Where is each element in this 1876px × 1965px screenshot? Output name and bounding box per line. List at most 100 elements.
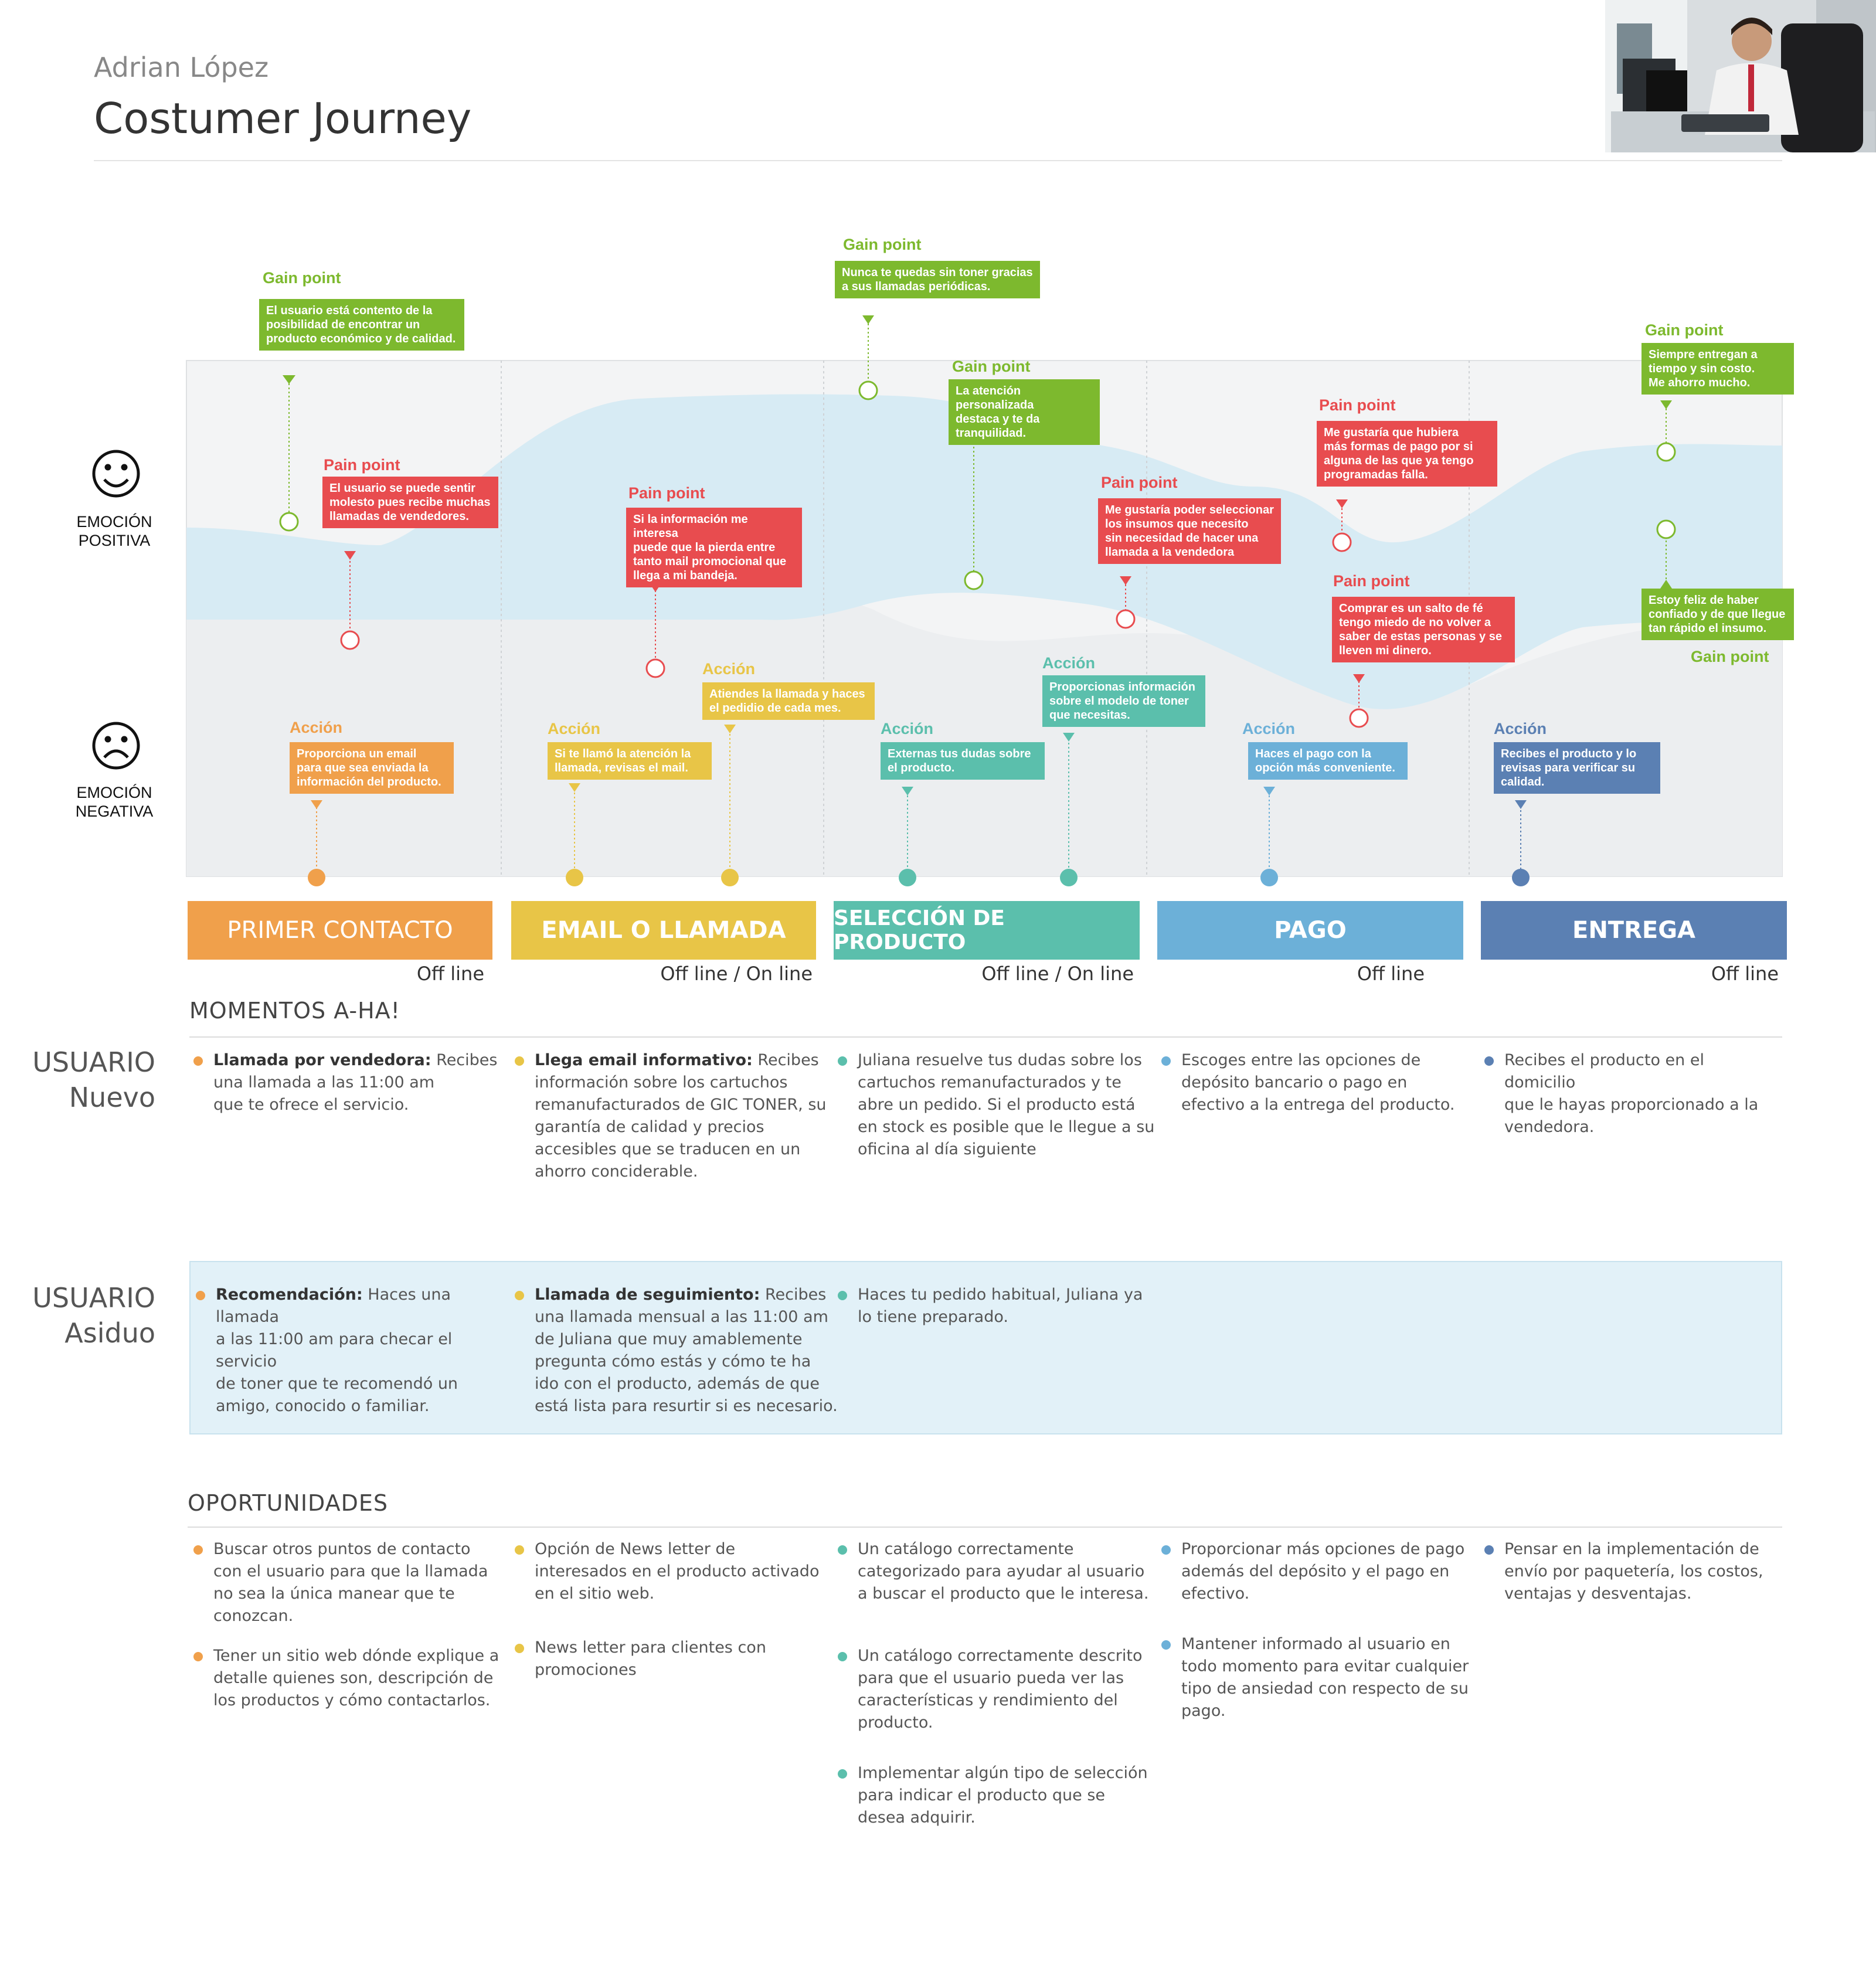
list-item: Un catálogo correctamente descrito para q… bbox=[838, 1645, 1163, 1734]
list-item: Opción de News letter de interesados en e… bbox=[515, 1538, 840, 1605]
pain-point-title: Pain point bbox=[628, 484, 705, 502]
gain-marker bbox=[1656, 442, 1676, 462]
pain-point-callout: Si la información me interesa puede que l… bbox=[626, 508, 802, 587]
bullet-dot bbox=[515, 1056, 524, 1066]
author-name: Adrian López bbox=[94, 52, 269, 83]
pain-marker bbox=[645, 658, 665, 678]
action-title: Acción bbox=[702, 660, 756, 678]
action-dot bbox=[1260, 869, 1278, 886]
list-item: Escoges entre las opciones de depósito ba… bbox=[1161, 1049, 1486, 1116]
stage-pago: PAGO bbox=[1157, 901, 1463, 960]
stage-email-llamada: EMAIL O LLAMADA bbox=[511, 901, 816, 960]
list-item: Implementar algún tipo de selección para … bbox=[838, 1762, 1163, 1829]
list-item: Llega email informativo: Recibes informa… bbox=[515, 1049, 840, 1183]
channel-label: Off line bbox=[1357, 963, 1425, 985]
list-item: Recomendación: Haces una llamada a las 1… bbox=[196, 1284, 509, 1417]
action-dot bbox=[1060, 869, 1078, 886]
action-callout: Externas tus dudas sobre el producto. bbox=[881, 742, 1045, 780]
pain-point-callout: Me gustaría poder seleccionar los insumos… bbox=[1098, 498, 1281, 564]
channel-label: Off line bbox=[416, 963, 484, 985]
bullet-dot bbox=[838, 1652, 847, 1661]
pain-marker bbox=[1332, 532, 1352, 552]
channel-label: Off line / On line bbox=[660, 963, 813, 985]
pain-marker bbox=[1349, 708, 1369, 728]
emotion-area-neutral bbox=[186, 602, 1782, 876]
list-item: Proporcionar más opciones de pago además … bbox=[1161, 1538, 1486, 1605]
bullet-dot bbox=[838, 1056, 847, 1066]
pain-point-title: Pain point bbox=[1333, 572, 1410, 590]
gain-marker bbox=[858, 380, 878, 400]
bullet-dot bbox=[1161, 1640, 1171, 1650]
list-item: Un catálogo correctamente categorizado pa… bbox=[838, 1538, 1163, 1605]
gain-point-title: Gain point bbox=[952, 358, 1031, 375]
pain-point-title: Pain point bbox=[1101, 474, 1178, 491]
action-title: Acción bbox=[1494, 720, 1547, 737]
list-item: Mantener informado al usuario en todo mom… bbox=[1161, 1633, 1486, 1722]
list-item: Llamada por vendedora: Recibes una llama… bbox=[193, 1049, 512, 1116]
page-title: Costumer Journey bbox=[94, 94, 472, 143]
action-dot bbox=[566, 869, 583, 886]
action-title: Acción bbox=[1242, 720, 1296, 737]
positive-emotion-label: EMOCIÓN POSITIVA bbox=[76, 513, 152, 549]
stage-entrega: ENTREGA bbox=[1481, 901, 1787, 960]
bullet-dot bbox=[196, 1291, 205, 1300]
pain-marker bbox=[340, 630, 360, 650]
gain-point-callout: La atención personalizada destaca y te da… bbox=[949, 379, 1100, 445]
bullet-dot bbox=[515, 1291, 524, 1300]
channel-label: Off line / On line bbox=[981, 963, 1134, 985]
usuario-asiduo-label: USUARIO Asiduo bbox=[32, 1282, 155, 1349]
person-at-desk-photo bbox=[1605, 0, 1876, 152]
action-dot bbox=[1512, 869, 1530, 886]
action-dot bbox=[308, 869, 325, 886]
oportunidades-title: OPORTUNIDADES bbox=[188, 1490, 389, 1516]
action-dot bbox=[721, 869, 739, 886]
action-callout: Si te llamó la atención la llamada, revis… bbox=[548, 742, 712, 780]
momentos-title: MOMENTOS A-HA! bbox=[189, 998, 400, 1024]
header-divider bbox=[94, 160, 1782, 161]
pain-point-callout: Me gustaría que hubiera más formas de pag… bbox=[1317, 421, 1497, 487]
usuario-nuevo-label: USUARIO Nuevo bbox=[32, 1046, 155, 1113]
gain-marker bbox=[279, 512, 299, 532]
gain-point-callout: El usuario está contento de la posibilida… bbox=[259, 299, 464, 351]
list-item: Llamada de seguimiento: Recibes una llam… bbox=[515, 1284, 840, 1417]
pain-marker bbox=[1116, 609, 1136, 629]
bullet-dot bbox=[838, 1291, 847, 1300]
usuario-asiduo-panel bbox=[189, 1261, 1782, 1434]
gain-point-title: Gain point bbox=[843, 236, 922, 253]
action-callout: Haces el pago con la opción más convenien… bbox=[1248, 742, 1408, 780]
bullet-dot bbox=[1484, 1056, 1494, 1066]
list-item: Tener un sitio web dónde explique a detal… bbox=[193, 1645, 512, 1712]
channel-label: Off line bbox=[1711, 963, 1779, 985]
list-item: Recibes el producto en el domicilio que l… bbox=[1484, 1049, 1780, 1138]
action-dot bbox=[899, 869, 916, 886]
pain-point-callout: El usuario se puede sentir molesto pues r… bbox=[322, 477, 498, 528]
section-divider bbox=[188, 1527, 1782, 1528]
action-callout: Atiendes la llamada y haces el pedidio de… bbox=[702, 682, 875, 720]
sad-face-icon bbox=[92, 722, 140, 770]
gain-marker bbox=[964, 570, 984, 590]
bullet-dot bbox=[515, 1644, 524, 1653]
action-title: Acción bbox=[881, 720, 934, 737]
list-item: Haces tu pedido habitual, Juliana ya lo t… bbox=[838, 1284, 1163, 1328]
bullet-dot bbox=[193, 1056, 203, 1066]
pain-point-title: Pain point bbox=[324, 456, 400, 474]
bullet-dot bbox=[838, 1545, 847, 1555]
bullet-dot bbox=[1161, 1545, 1171, 1555]
negative-emotion-label: EMOCIÓN NEGATIVA bbox=[75, 784, 154, 820]
bullet-dot bbox=[193, 1652, 203, 1661]
bullet-dot bbox=[1161, 1056, 1171, 1066]
gain-point-title: Gain point bbox=[1645, 321, 1724, 339]
stage-primer-contacto: PRIMER CONTACTO bbox=[188, 901, 492, 960]
action-title: Acción bbox=[290, 719, 343, 736]
list-item: Juliana resuelve tus dudas sobre los cart… bbox=[838, 1049, 1163, 1161]
happy-face-icon bbox=[92, 450, 140, 498]
bullet-dot bbox=[193, 1545, 203, 1555]
list-item: News letter para clientes con promociones bbox=[515, 1637, 840, 1681]
action-title: Acción bbox=[1042, 654, 1096, 672]
list-item: Pensar en la implementación de envío por … bbox=[1484, 1538, 1780, 1605]
gain-point-callout: Siempre entregan a tiempo y sin costo. Me … bbox=[1642, 343, 1794, 395]
section-divider bbox=[189, 1036, 1782, 1038]
gain-marker bbox=[1656, 519, 1676, 539]
gain-point-callout: Estoy feliz de haber confiado y de que ll… bbox=[1642, 589, 1794, 640]
action-callout: Recibes el producto y lo revisas para ver… bbox=[1494, 742, 1660, 794]
